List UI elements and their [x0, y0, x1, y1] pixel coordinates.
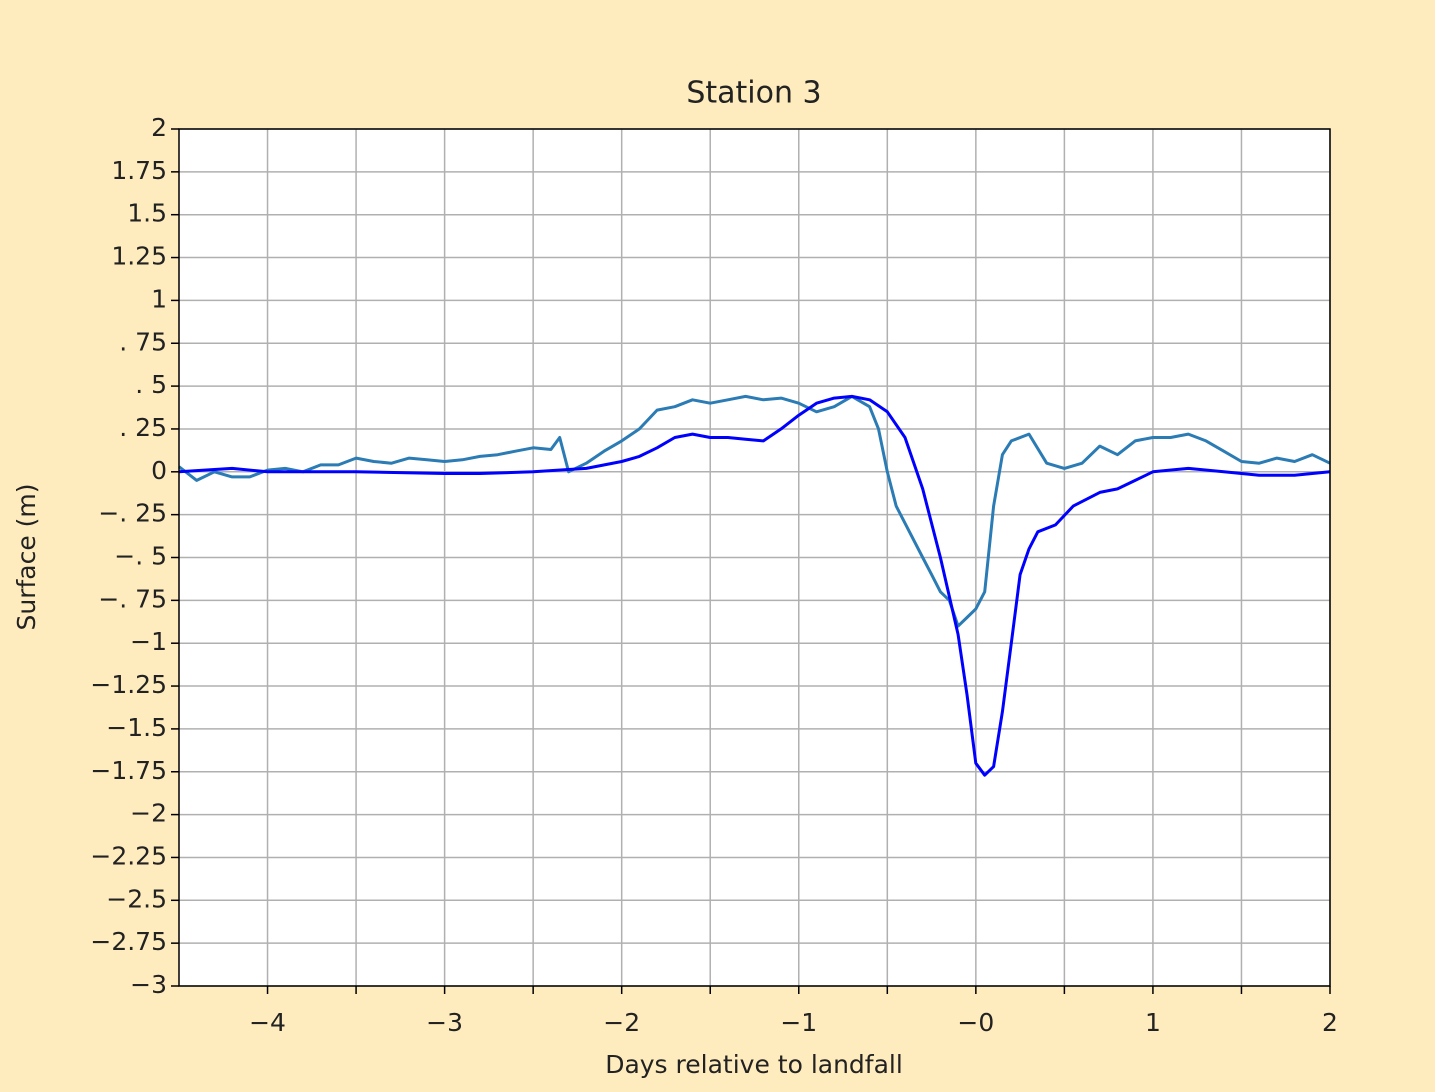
- y-tick-label: 1.5: [127, 199, 167, 228]
- y-tick-label: 1: [151, 284, 167, 313]
- y-tick-label: −1.5: [106, 713, 167, 742]
- y-tick-label: −. 25: [98, 499, 167, 528]
- y-tick-label: −1.25: [90, 670, 167, 699]
- data-line: [178, 394, 1331, 777]
- x-tick-label: −1: [780, 1008, 817, 1037]
- y-tick-label: . 25: [119, 413, 167, 442]
- y-axis-label: Surface (m): [12, 483, 41, 630]
- x-tick-label: −4: [249, 1008, 286, 1037]
- x-tick-label: −0: [957, 1008, 994, 1037]
- x-tick-label: −3: [426, 1008, 463, 1037]
- y-tick-label: 1.25: [111, 242, 167, 271]
- y-tick-label: −1.75: [90, 756, 167, 785]
- x-tick-label: −2: [603, 1008, 640, 1037]
- y-tick-label: 0: [151, 456, 167, 485]
- y-tick-label: −. 5: [114, 542, 167, 571]
- x-tick-label: 2: [1322, 1008, 1338, 1037]
- x-axis-label: Days relative to landfall: [605, 1050, 903, 1079]
- y-tick-label: −2.25: [90, 841, 167, 870]
- y-tick-label: −2.5: [106, 884, 167, 913]
- y-tick-label: . 75: [119, 327, 167, 356]
- x-tick-label: 1: [1145, 1008, 1161, 1037]
- y-tick-label: . 5: [135, 370, 167, 399]
- y-tick-label: 1.75: [111, 156, 167, 185]
- y-tick-label: −3: [130, 970, 167, 999]
- y-tick-label: −2.75: [90, 927, 167, 956]
- y-tick-label: −. 75: [98, 584, 167, 613]
- chart-title: Station 3: [686, 76, 821, 111]
- y-tick-label: −1: [130, 627, 167, 656]
- y-tick-label: 2: [151, 113, 167, 142]
- plot-frame: [178, 128, 1331, 987]
- y-tick-label: −2: [130, 799, 167, 828]
